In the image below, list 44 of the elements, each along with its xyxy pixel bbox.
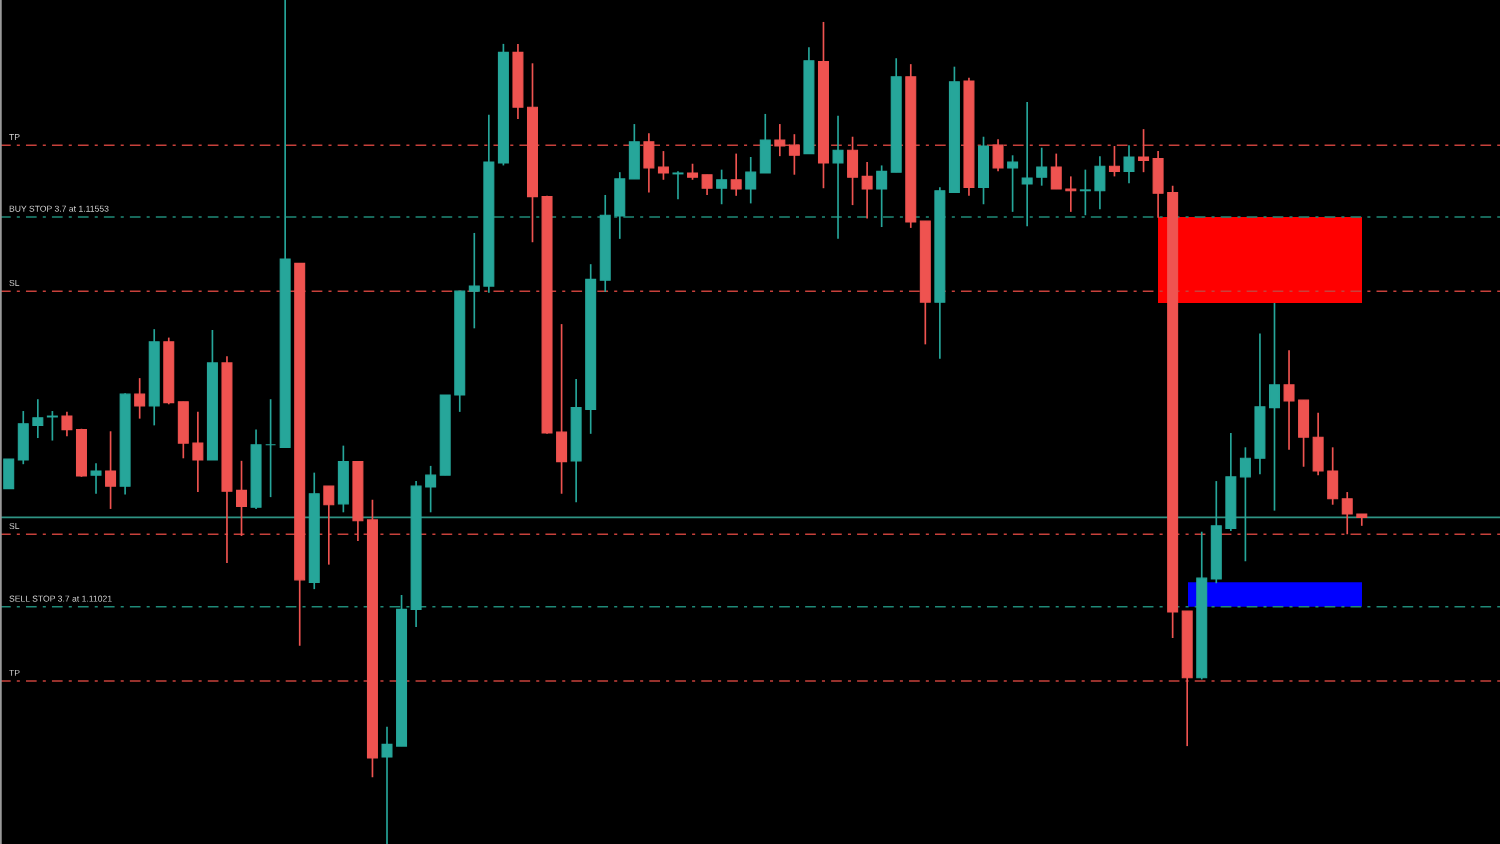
candlestick: [90, 462, 102, 495]
candlestick: [1065, 175, 1077, 213]
candlestick: [134, 377, 146, 420]
ref-line-label: SL: [9, 279, 20, 287]
ref-line-label: SL: [9, 522, 20, 530]
candlestick: [716, 168, 728, 206]
candlestick: [832, 114, 844, 240]
candlestick: [468, 232, 480, 330]
candlestick: [61, 411, 73, 438]
candlestick: [265, 398, 277, 498]
candlestick: [1050, 152, 1062, 190]
candlestick: [1138, 128, 1150, 174]
candlestick: [236, 459, 248, 537]
candlestick: [192, 411, 204, 493]
candlestick: [672, 170, 684, 201]
candlestick: [745, 156, 757, 205]
candlestick: [1123, 144, 1135, 184]
candlestick: [1283, 349, 1295, 451]
candlestick: [774, 123, 786, 157]
candlestick: [1268, 302, 1280, 512]
candlestick: [861, 161, 873, 220]
candlestick: [425, 465, 437, 514]
candlestick: [381, 725, 393, 844]
candlestick: [788, 133, 800, 176]
candlestick: [1021, 101, 1033, 228]
candlestick: [992, 138, 1004, 173]
candlestick: [105, 430, 117, 510]
candlestick: [1108, 145, 1120, 178]
candlestick: [1239, 446, 1251, 563]
ref-line-label: SELL STOP 3.7 at 1.11021: [9, 595, 112, 602]
candlestick: [1036, 146, 1048, 187]
candlestick: [1341, 491, 1353, 536]
candlestick: [876, 164, 888, 228]
ref-line-label: TP: [9, 133, 20, 140]
candlestick: [323, 485, 335, 566]
ref-line-label: BUY STOP 3.7 at 1.11553: [9, 205, 109, 212]
candlestick: [1079, 168, 1091, 217]
candlestick: [1007, 154, 1019, 213]
candlestick: [701, 173, 713, 196]
candlestick: [32, 398, 44, 439]
candlestick: [657, 150, 669, 181]
ref-line-label: TP: [9, 669, 20, 676]
candlestick: [730, 152, 742, 197]
candlestick: [46, 410, 58, 442]
